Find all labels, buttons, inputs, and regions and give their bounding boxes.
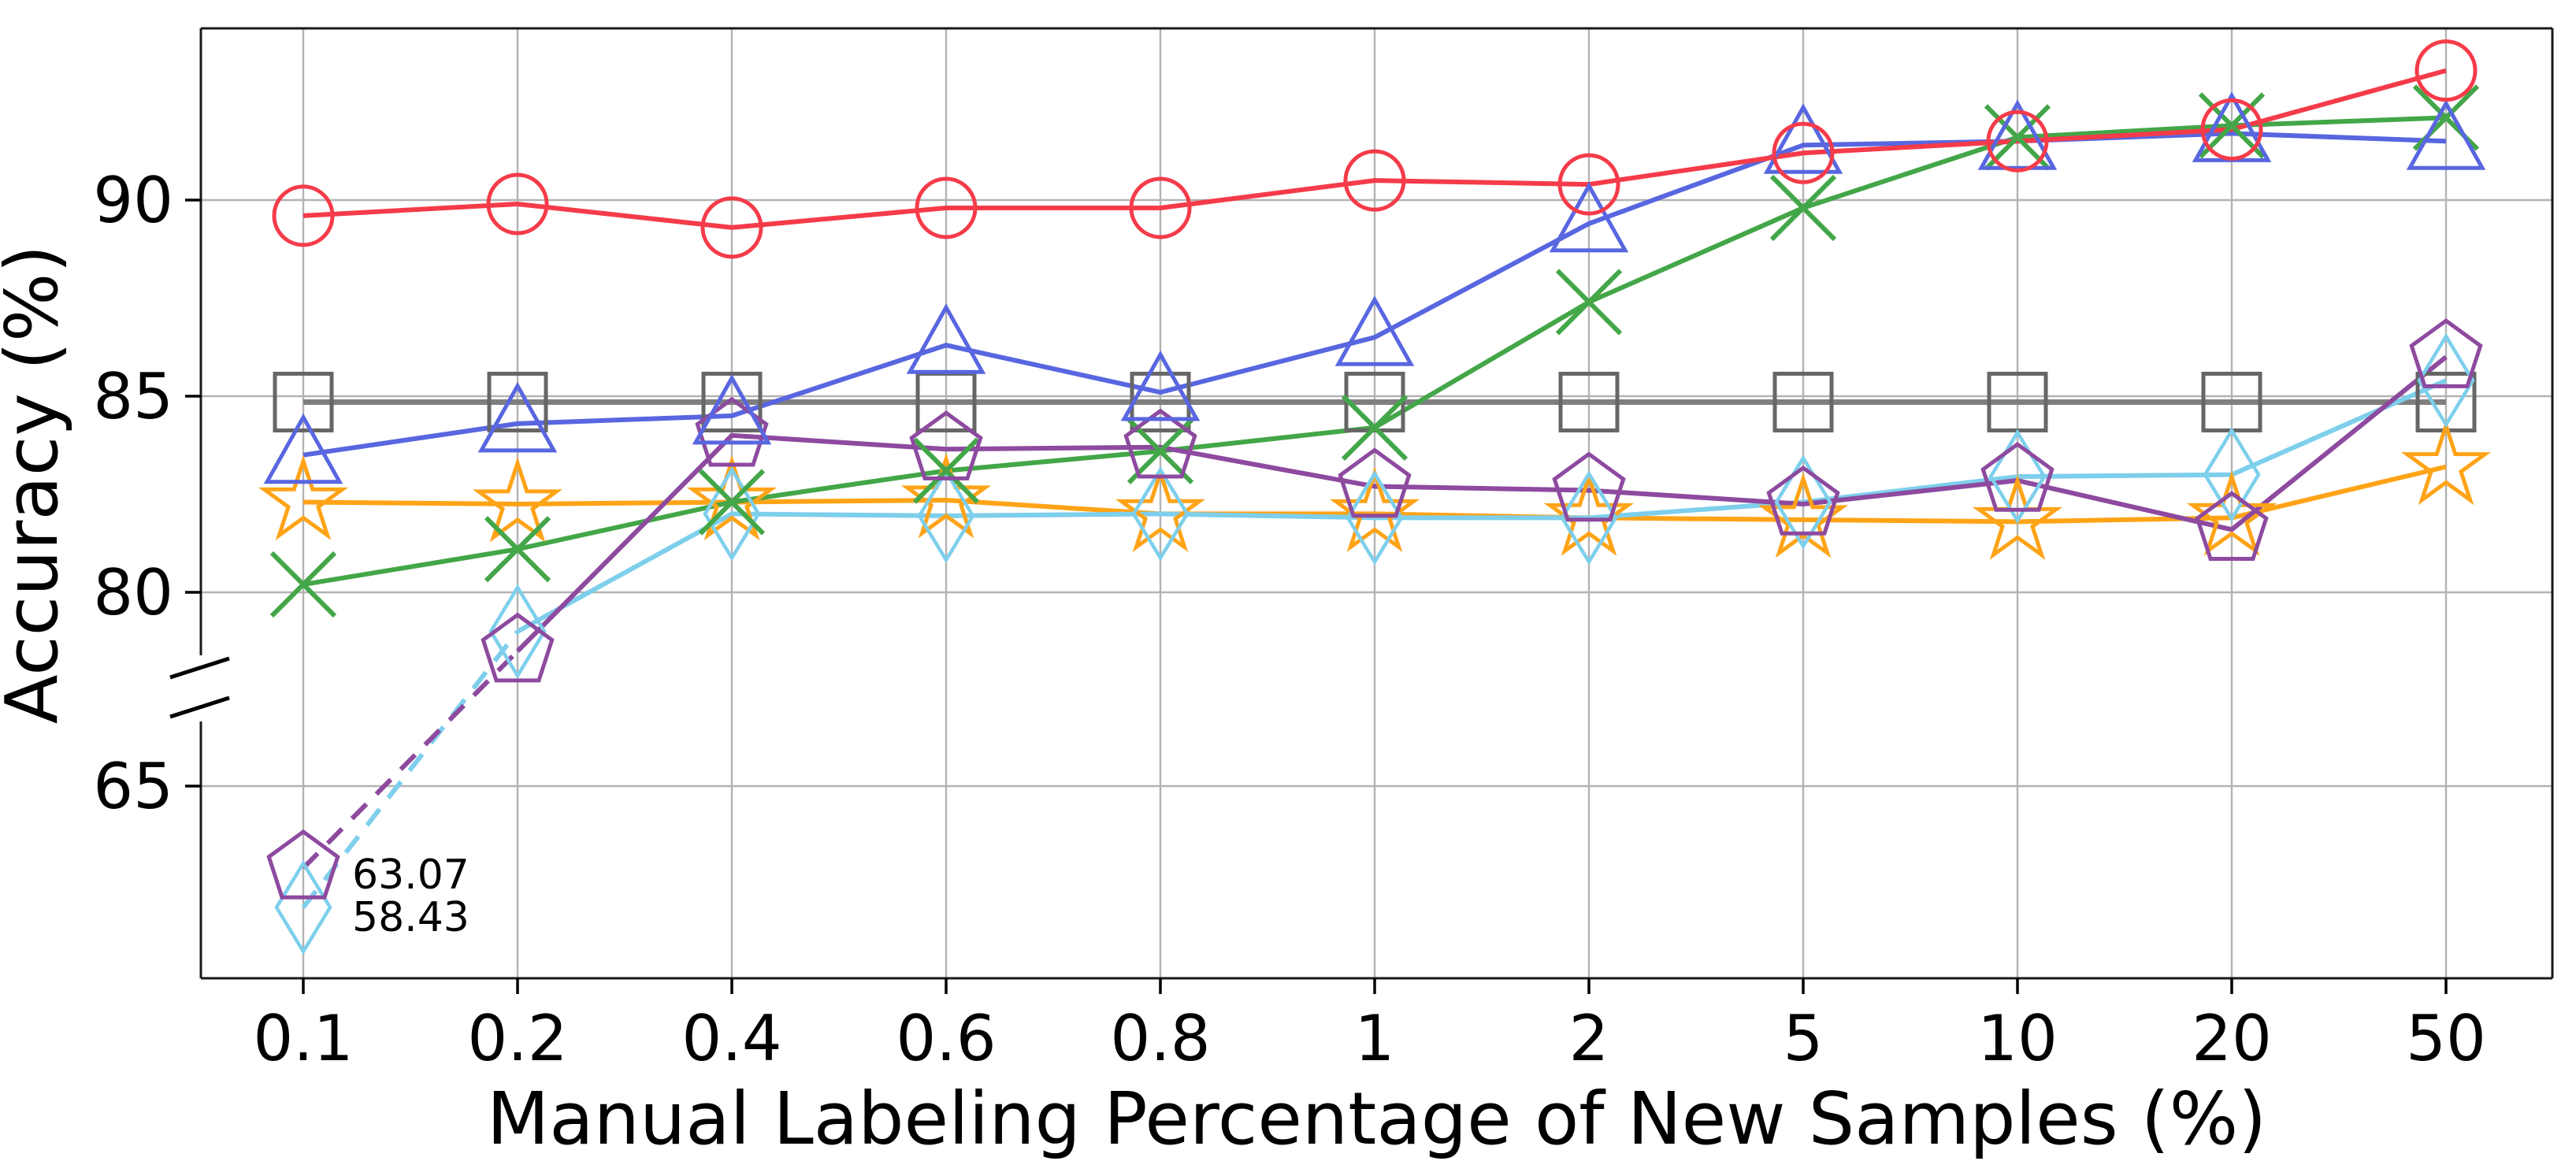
x-tick-label: 50 [2406, 1002, 2486, 1075]
star-marker-orange-star [686, 454, 778, 540]
square-marker-gray-square-baseline [1772, 371, 1834, 432]
square-marker-gray-square-baseline [487, 371, 548, 432]
x-marker-green-x [1341, 394, 1409, 461]
pentagon-marker-purple-pentagon [1552, 451, 1626, 522]
star-marker-orange-star [900, 453, 992, 539]
y-axis-title: Accuracy (%) [0, 245, 74, 724]
star-marker-orange-star [258, 454, 349, 540]
diamond-marker-cyan-diamond [2203, 427, 2261, 522]
x-tick-label: 5 [1784, 1002, 1824, 1075]
triangle-marker-blue-triangle [2406, 99, 2486, 170]
x-tick-label: 0.6 [896, 1002, 996, 1075]
y-tick-label: 85 [93, 360, 173, 433]
circle-marker-red-circle [1986, 109, 2049, 172]
pentagon-marker-purple-pentagon [481, 612, 555, 683]
diamond-marker-cyan-diamond [703, 466, 761, 562]
y-tick-label: 65 [93, 750, 173, 823]
diamond-marker-cyan-diamond [1774, 454, 1832, 550]
circle-marker-red-circle [1557, 153, 1620, 216]
circle-marker-red-circle [1772, 121, 1835, 184]
pentagon-marker-purple-pentagon [266, 829, 340, 899]
y-tick-label: 80 [93, 556, 173, 629]
diamond-marker-cyan-diamond [917, 468, 975, 564]
x-tick-label: 0.4 [681, 1002, 781, 1075]
circle-marker-red-circle [486, 172, 549, 236]
diamond-marker-cyan-diamond [488, 584, 547, 680]
pentagon-marker-purple-pentagon [1980, 442, 2054, 512]
circle-marker-red-circle [915, 176, 978, 239]
annotation-cyan-diamond: 58.43 [352, 894, 470, 941]
x-marker-green-x [1769, 174, 1837, 242]
pentagon-marker-purple-pentagon [1338, 447, 1412, 518]
annotation-purple-pentagon: 63.07 [352, 851, 470, 899]
diamond-marker-cyan-diamond [1988, 428, 2047, 525]
x-axis-title: Manual Labeling Percentage of New Sample… [487, 1077, 2266, 1161]
pentagon-marker-purple-pentagon [909, 410, 983, 480]
diamond-marker-cyan-diamond [1131, 466, 1190, 562]
star-marker-orange-star [1543, 470, 1635, 556]
x-tick-label: 20 [2192, 1002, 2272, 1075]
star-marker-orange-star [1329, 466, 1420, 552]
star-marker-orange-star [1972, 474, 2063, 560]
x-marker-green-x [698, 469, 766, 536]
square-marker-gray-square-baseline [273, 371, 334, 432]
x-marker-green-x [269, 551, 337, 618]
x-marker-green-x [484, 516, 551, 583]
series-line-red-circle [303, 68, 2447, 230]
triangle-marker-blue-triangle [1334, 295, 1415, 366]
triangle-marker-blue-triangle [263, 413, 343, 484]
x-marker-green-x [1984, 104, 2051, 171]
x-tick-label: 0.2 [467, 1002, 567, 1075]
diamond-marker-cyan-diamond [1346, 470, 1404, 566]
x-marker-green-x [2198, 92, 2266, 159]
star-marker-orange-star [1115, 466, 1206, 552]
triangle-marker-blue-triangle [1120, 350, 1201, 421]
series-line-dashed-purple-pentagon [301, 649, 520, 870]
circle-marker-red-circle [1343, 149, 1406, 212]
pentagon-marker-purple-pentagon [695, 396, 769, 467]
diamond-marker-cyan-diamond [1560, 470, 1618, 566]
circle-marker-red-circle [2415, 39, 2478, 102]
circle-marker-red-circle [2200, 98, 2263, 161]
x-marker-green-x [912, 437, 980, 504]
triangle-marker-blue-triangle [906, 303, 986, 374]
y-tick-label: 90 [93, 164, 173, 237]
x-tick-label: 0.1 [253, 1002, 353, 1075]
circle-marker-red-circle [1129, 176, 1192, 239]
diamond-marker-cyan-diamond [2417, 332, 2475, 428]
square-marker-gray-square-baseline [1558, 371, 1620, 432]
star-marker-orange-star [472, 457, 563, 543]
triangle-marker-blue-triangle [477, 381, 558, 453]
series-line-purple-pentagon [515, 354, 2448, 653]
axis-break-slash-lower [169, 695, 230, 719]
axis-break-slash-upper [169, 656, 230, 680]
x-tick-label: 2 [1569, 1002, 1609, 1075]
triangle-marker-blue-triangle [1977, 99, 2058, 170]
star-marker-orange-star [2186, 470, 2277, 556]
triangle-marker-blue-triangle [1763, 103, 1843, 174]
triangle-marker-blue-triangle [692, 373, 772, 445]
x-tick-label: 1 [1355, 1002, 1395, 1075]
x-marker-green-x [1555, 269, 1623, 336]
series-line-dashed-cyan-diamond [301, 629, 520, 909]
pentagon-marker-purple-pentagon [2195, 491, 2269, 561]
square-marker-gray-square-baseline [701, 371, 763, 432]
circle-marker-red-circle [700, 196, 763, 259]
pentagon-marker-purple-pentagon [1123, 408, 1197, 479]
x-tick-label: 0.8 [1110, 1002, 1210, 1075]
x-tick-label: 10 [1977, 1002, 2058, 1075]
pentagon-marker-purple-pentagon [2409, 318, 2483, 388]
triangle-marker-blue-triangle [1549, 181, 1629, 253]
series-line-cyan-diamond [516, 378, 2448, 634]
pentagon-marker-purple-pentagon [1766, 465, 1840, 536]
star-marker-orange-star [2400, 419, 2492, 506]
diamond-marker-cyan-diamond [274, 859, 332, 955]
circle-marker-red-circle [272, 184, 335, 247]
